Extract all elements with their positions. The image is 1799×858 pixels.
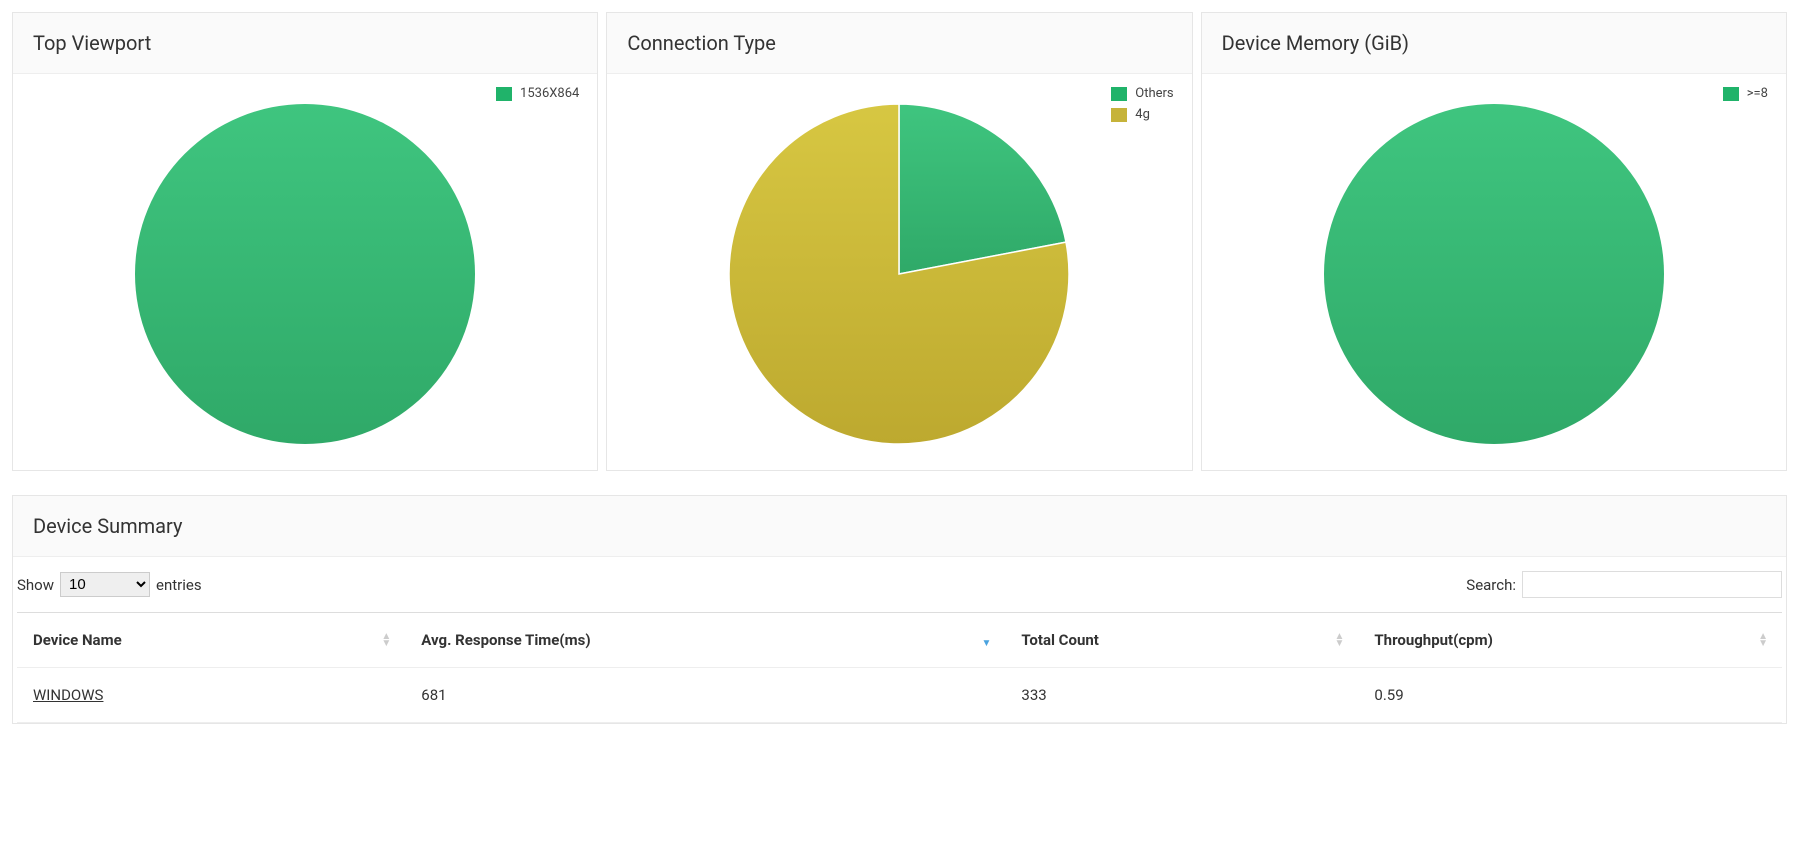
charts-row: Top Viewport 1536X864 Connection Type Other… [12,12,1787,471]
legend-item-connection-1[interactable]: 4g [1111,107,1173,122]
panel-body-connection: Others 4g [607,74,1191,470]
show-label-prefix: Show [17,576,54,594]
legend-label: 1536X864 [520,86,579,101]
panel-viewport: Top Viewport 1536X864 [12,12,598,471]
panel-memory: Device Memory (GiB) >=8 [1201,12,1787,471]
legend-item-memory-0[interactable]: >=8 [1723,86,1768,101]
column-header-total_count[interactable]: Total Count ▲▼ [1005,613,1358,668]
pie-wrap-viewport [29,102,581,446]
cell-total_count: 333 [1005,668,1358,723]
legend-item-connection-0[interactable]: Others [1111,86,1173,101]
cell-device_name: WINDOWS [17,668,405,723]
legend-swatch [496,87,512,101]
device-summary-panel: Device Summary Show 102550100 entries Se… [12,495,1787,724]
table-header-row: Device Name▲▼Avg. Response Time(ms)▲▼Tot… [17,613,1782,668]
entries-control: Show 102550100 entries [17,572,202,597]
sort-icon: ▲▼ [381,633,391,647]
sort-icon: ▲▼ [981,633,991,647]
pie-chart-connection [727,102,1071,446]
column-label: Avg. Response Time(ms) [421,631,590,649]
panel-title-memory: Device Memory (GiB) [1202,13,1786,74]
page-size-select[interactable]: 102550100 [60,572,150,597]
column-header-avg_resp[interactable]: Avg. Response Time(ms) ▲▼ [405,613,1005,668]
pie-wrap-connection [623,102,1175,446]
panel-title-viewport: Top Viewport [13,13,597,74]
table-row: WINDOWS 6813330.59 [17,668,1782,723]
legend-memory: >=8 [1723,86,1768,107]
legend-label: 4g [1135,107,1150,122]
pie-wrap-memory [1218,102,1770,446]
legend-item-viewport-0[interactable]: 1536X864 [496,86,579,101]
pie-chart-memory [1322,102,1666,446]
legend-swatch [1111,108,1127,122]
pie-slice-viewport-0[interactable] [135,104,475,444]
device-link[interactable]: WINDOWS [33,686,103,704]
table-controls: Show 102550100 entries Search: [13,557,1786,612]
legend-swatch [1723,87,1739,101]
device-summary-title: Device Summary [13,496,1786,557]
column-label: Device Name [33,631,122,649]
column-label: Total Count [1021,631,1098,649]
legend-label: Others [1135,86,1173,101]
column-header-device_name[interactable]: Device Name ▲▼ [17,613,405,668]
search-control: Search: [1466,571,1782,598]
show-label-suffix: entries [156,576,202,594]
legend-swatch [1111,87,1127,101]
legend-label: >=8 [1747,86,1768,101]
panel-body-memory: >=8 [1202,74,1786,470]
column-label: Throughput(cpm) [1374,631,1492,649]
panel-connection: Connection Type Others 4g [606,12,1192,471]
pie-slice-memory-0[interactable] [1324,104,1664,444]
column-header-throughput[interactable]: Throughput(cpm) ▲▼ [1358,613,1782,668]
legend-connection: Others 4g [1111,86,1173,128]
legend-viewport: 1536X864 [496,86,579,107]
cell-throughput: 0.59 [1358,668,1782,723]
pie-chart-viewport [133,102,477,446]
search-label: Search: [1466,576,1516,594]
device-summary-table: Device Name▲▼Avg. Response Time(ms)▲▼Tot… [17,612,1782,723]
search-input[interactable] [1522,571,1782,598]
cell-avg_resp: 681 [405,668,1005,723]
sort-icon: ▲▼ [1334,633,1344,647]
sort-icon: ▲▼ [1758,633,1768,647]
panel-body-viewport: 1536X864 [13,74,597,470]
panel-title-connection: Connection Type [607,13,1191,74]
